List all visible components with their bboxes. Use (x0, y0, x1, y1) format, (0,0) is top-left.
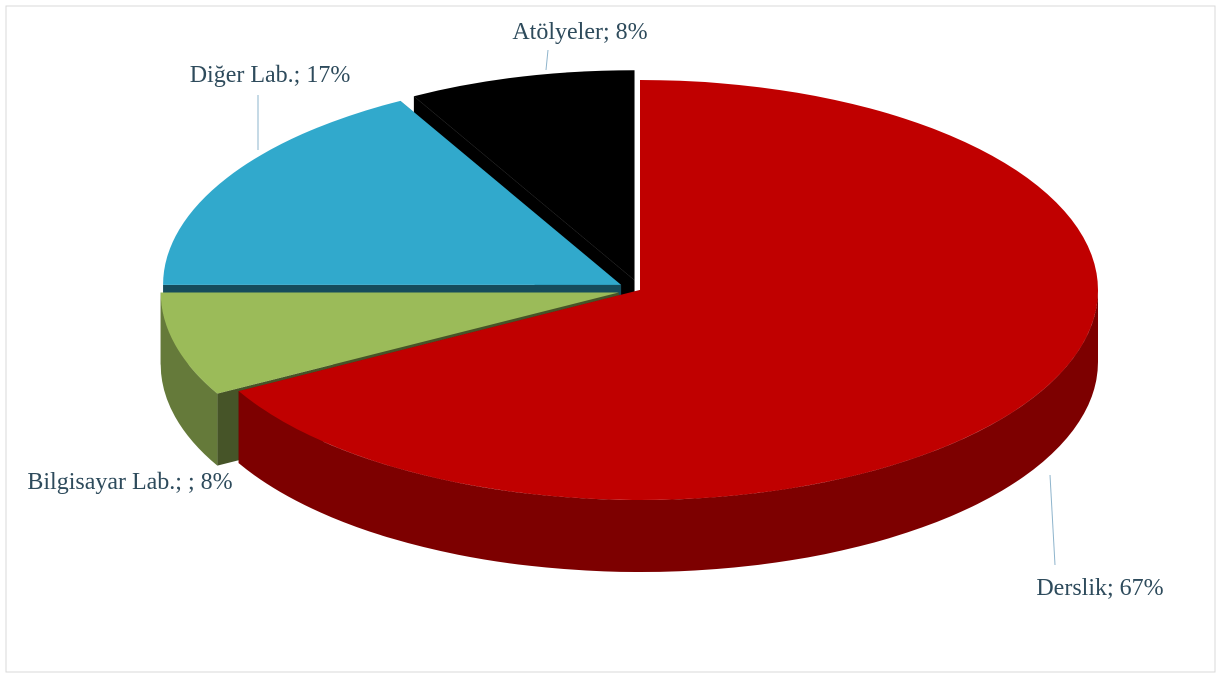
data-label: Atölyeler; 8% (512, 19, 648, 45)
data-label: Diğer Lab.; 17% (189, 62, 351, 88)
leader-line (545, 49, 549, 71)
leader-line (1049, 474, 1056, 566)
slice-side (160, 292, 218, 466)
data-label: Bilgisayar Lab.; ; 8% (27, 469, 233, 495)
slice (238, 80, 1098, 500)
slice (160, 292, 619, 394)
slice (163, 100, 622, 285)
slice-side (238, 290, 1098, 573)
data-label: Derslik; 67% (1036, 575, 1164, 601)
slice (413, 70, 635, 281)
